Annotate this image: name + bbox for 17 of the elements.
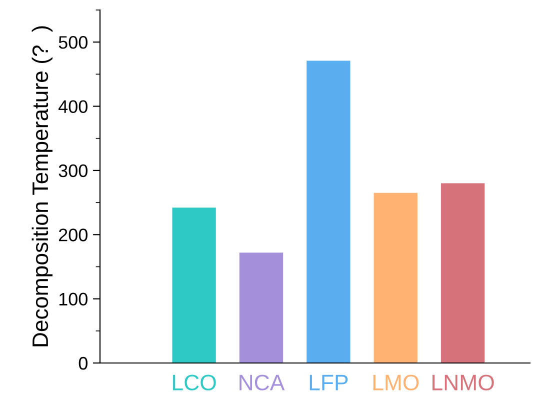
y-tick-label: 200: [58, 228, 88, 242]
x-tick-label: LNMO: [432, 374, 494, 390]
y-axis-title: Decomposition Temperature (? ): [32, 26, 53, 346]
x-tick-label: LCO: [173, 374, 216, 390]
y-tick-label: 300: [58, 164, 88, 178]
bar: [440, 183, 485, 363]
y-tick-label: 400: [58, 100, 88, 113]
bar: [306, 60, 350, 363]
y-tick-label: 500: [58, 36, 88, 49]
bar: [374, 192, 418, 363]
x-tick-label: LMO: [373, 374, 419, 390]
bar: [172, 208, 216, 363]
y-tick-label: 100: [59, 292, 88, 306]
x-tick-label: LFP: [310, 374, 348, 390]
y-tick-label: 0: [78, 356, 88, 370]
bar: [239, 252, 284, 363]
x-tick-label: NCA: [240, 374, 285, 390]
